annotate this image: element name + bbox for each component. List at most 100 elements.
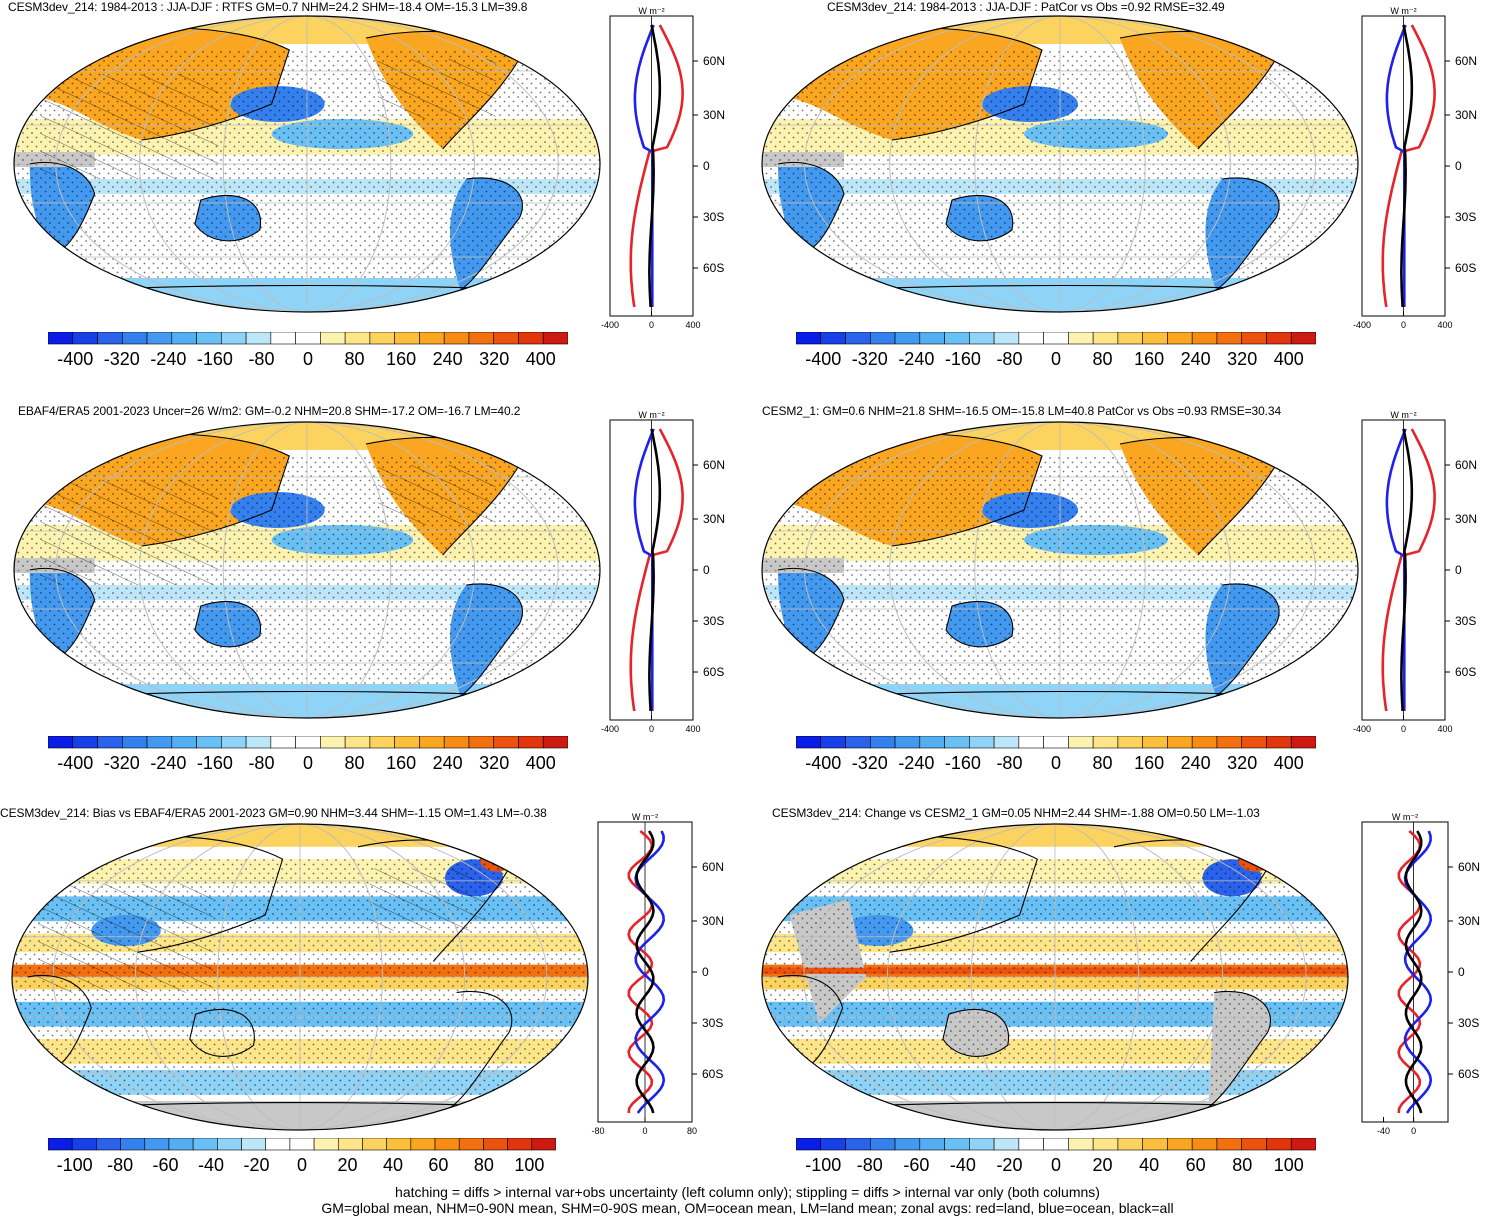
colorbar-swatch bbox=[146, 332, 173, 345]
colorbar-swatch bbox=[1043, 332, 1069, 345]
colorbar-label: 400 bbox=[1274, 349, 1304, 369]
colorbar-label: 0 bbox=[297, 1155, 307, 1175]
colorbar-swatch bbox=[542, 332, 568, 345]
colorbar-swatch bbox=[344, 736, 371, 749]
colorbar-swatch bbox=[97, 736, 123, 749]
colorbar-label: -160 bbox=[197, 753, 233, 773]
colorbar-swatch bbox=[944, 1138, 970, 1151]
panel-1: CESM3dev_214: 1984-2013 : JJA-DJF : RTFS… bbox=[0, 0, 740, 390]
panel-title: CESM2_1: GM=0.6 NHM=21.8 SHM=-16.5 OM=-1… bbox=[762, 404, 1282, 418]
panel-6: CESM3dev_214: Change vs CESM2_1 GM=0.05 … bbox=[752, 806, 1492, 1196]
world-map bbox=[761, 421, 1359, 719]
colorbar-swatch bbox=[1290, 332, 1316, 345]
zonal-x-tick: 400 bbox=[1437, 724, 1452, 734]
colorbar-label: -160 bbox=[945, 349, 981, 369]
zonal-average-plot: W m⁻² 60N 30N 0 30S 60S -400 0 400 bbox=[601, 6, 725, 330]
colorbar-swatch bbox=[468, 332, 495, 345]
zonal-unit-label: W m⁻² bbox=[1390, 6, 1416, 16]
colorbar-label: 80 bbox=[1093, 753, 1113, 773]
zonal-lat-label: 60S bbox=[1455, 261, 1476, 275]
zonal-average-plot: W m⁻² 60N 30N 0 30S 60S -40 0 bbox=[1361, 812, 1480, 1136]
colorbar-swatch bbox=[443, 332, 470, 345]
colorbar-swatch bbox=[369, 332, 395, 345]
colorbar-swatch bbox=[1092, 736, 1119, 749]
colorbar-swatch bbox=[1167, 332, 1193, 345]
colorbar-swatch bbox=[1216, 1138, 1243, 1151]
zonal-unit-label: W m⁻² bbox=[638, 6, 664, 16]
zonal-lat-label: 0 bbox=[702, 965, 709, 979]
all-zonal-line bbox=[648, 428, 662, 712]
colorbar-swatch bbox=[1068, 1138, 1094, 1151]
colorbar-label: 160 bbox=[1134, 753, 1164, 773]
colorbar-swatch bbox=[869, 332, 896, 345]
colorbar-swatch bbox=[1241, 1138, 1267, 1151]
colorbar-label: 320 bbox=[479, 349, 509, 369]
zonal-unit-label: W m⁻² bbox=[1392, 812, 1418, 822]
zonal-x-tick: 80 bbox=[687, 1126, 697, 1136]
colorbar-label: 160 bbox=[1134, 349, 1164, 369]
colorbar-swatch bbox=[845, 332, 871, 345]
zonal-lat-label: 30N bbox=[1455, 108, 1477, 122]
colorbar: -400 -320 -240 -160 -80 0 80 160 240 320 400 bbox=[48, 332, 568, 369]
colorbar-label: 0 bbox=[1051, 753, 1061, 773]
zonal-lat-label: 30S bbox=[1455, 614, 1476, 628]
colorbar-swatch bbox=[96, 1138, 121, 1151]
zonal-lat-label: 0 bbox=[703, 159, 710, 173]
zonal-average-plot: W m⁻² 60N 30N 0 30S 60S -400 0 400 bbox=[601, 410, 725, 734]
colorbar-swatch bbox=[969, 1138, 995, 1151]
colorbar-swatch bbox=[419, 332, 445, 345]
zonal-lat-label: 30N bbox=[703, 512, 725, 526]
colorbar-label: -240 bbox=[898, 349, 934, 369]
zonal-lat-label: 60N bbox=[1455, 458, 1477, 472]
colorbar-swatch bbox=[1117, 332, 1143, 345]
colorbar-swatch bbox=[241, 1138, 267, 1151]
zonal-x-tick: 0 bbox=[1401, 320, 1406, 330]
colorbar-label: -80 bbox=[107, 1155, 133, 1175]
colorbar-swatch bbox=[196, 332, 222, 345]
zonal-lat-label: 60S bbox=[1455, 665, 1476, 679]
zonal-x-tick: 0 bbox=[649, 320, 654, 330]
colorbar-swatch bbox=[1191, 736, 1218, 749]
colorbar-swatch bbox=[869, 736, 896, 749]
zonal-x-tick: 0 bbox=[649, 724, 654, 734]
zonal-lat-label: 0 bbox=[703, 563, 710, 577]
colorbar-swatch bbox=[121, 332, 148, 345]
colorbar-swatch bbox=[320, 332, 346, 345]
colorbar-swatch bbox=[993, 1138, 1020, 1151]
colorbar-swatch bbox=[542, 736, 568, 749]
colorbar-swatch bbox=[265, 1138, 291, 1151]
colorbar-swatch bbox=[894, 332, 921, 345]
zonal-lat-label: 60N bbox=[1458, 860, 1480, 874]
colorbar-swatch bbox=[1068, 736, 1094, 749]
colorbar-label: 60 bbox=[1186, 1155, 1206, 1175]
land-zonal-line bbox=[629, 24, 684, 308]
zonal-x-tick: -80 bbox=[591, 1126, 604, 1136]
world-map bbox=[761, 15, 1359, 313]
colorbar-swatch bbox=[369, 736, 395, 749]
colorbar-label: -100 bbox=[805, 1155, 841, 1175]
colorbar-label: -80 bbox=[248, 349, 274, 369]
land-zonal-line bbox=[627, 830, 654, 1114]
zonal-average-plot: W m⁻² 60N 30N 0 30S 60S -400 0 400 bbox=[1353, 410, 1477, 734]
colorbar-label: -80 bbox=[857, 1155, 883, 1175]
colorbar-label: 160 bbox=[386, 349, 416, 369]
colorbar-label: 60 bbox=[428, 1155, 448, 1175]
colorbar-swatch bbox=[796, 736, 822, 749]
colorbar-label: -240 bbox=[150, 753, 186, 773]
all-zonal-line bbox=[648, 24, 662, 308]
zonal-x-tick: -400 bbox=[601, 724, 619, 734]
colorbar-swatch bbox=[944, 332, 970, 345]
colorbar-swatch bbox=[97, 332, 123, 345]
colorbar-swatch bbox=[337, 1138, 363, 1151]
colorbar-swatch bbox=[531, 1138, 556, 1151]
zonal-lat-label: 60S bbox=[703, 261, 724, 275]
colorbar-swatch bbox=[1018, 736, 1044, 749]
land-zonal-line bbox=[629, 428, 684, 712]
colorbar-swatch bbox=[192, 1138, 218, 1151]
zonal-lat-label: 30N bbox=[702, 914, 724, 928]
colorbar-swatch bbox=[48, 1138, 73, 1151]
colorbar: -400 -320 -240 -160 -80 0 80 160 240 320 400 bbox=[796, 736, 1316, 773]
colorbar-swatch bbox=[969, 332, 995, 345]
colorbar-swatch bbox=[295, 736, 321, 749]
panel-4: CESM2_1: GM=0.6 NHM=21.8 SHM=-16.5 OM=-1… bbox=[752, 404, 1492, 794]
